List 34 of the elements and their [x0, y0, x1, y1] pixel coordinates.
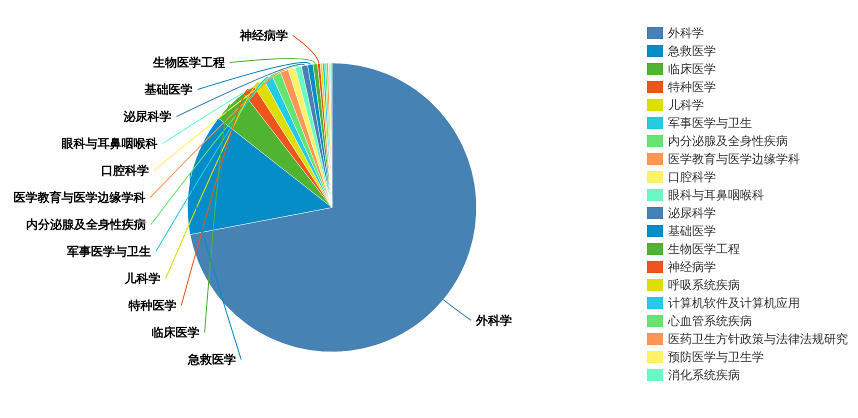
legend-label: 内分泌腺及全身性疾病: [668, 134, 788, 148]
legend-label: 基础医学: [668, 224, 716, 238]
legend-label: 预防医学与卫生学: [668, 350, 764, 364]
slice-label: 泌尿科学: [122, 110, 172, 124]
legend-label: 消化系统疾病: [668, 368, 740, 382]
slice-label: 生物医学工程: [152, 56, 225, 70]
slice-label: 儿科学: [124, 272, 161, 286]
legend-label: 医药卫生方针政策与法律法规研究: [668, 332, 848, 346]
legend-label: 生物医学工程: [668, 242, 740, 256]
legend-label: 神经病学: [668, 260, 716, 274]
legend-label: 儿科学: [668, 98, 704, 112]
legend-label: 急救医学: [667, 44, 716, 58]
slice-label: 神经病学: [238, 28, 288, 42]
slice-label: 外科学: [475, 313, 512, 328]
slice-label: 医学教育与医学边缘学科: [13, 190, 146, 204]
slice-label: 军事医学与卫生: [66, 244, 151, 258]
slice-label: 眼科与耳鼻咽喉科: [62, 136, 158, 150]
legend-label: 医学教育与医学边缘学科: [668, 152, 800, 166]
slice-label: 急救医学: [187, 352, 236, 366]
legend-label: 泌尿科学: [668, 206, 716, 220]
legend-label: 临床医学: [668, 62, 716, 76]
legend-label: 心血管系统疾病: [667, 314, 752, 328]
legend-label: 军事医学与卫生: [668, 116, 752, 130]
slice-label: 内分泌腺及全身性疾病: [26, 218, 146, 232]
legend-label: 特种医学: [668, 80, 716, 94]
legend-label: 呼吸系统疾病: [668, 278, 740, 292]
legend-label: 外科学: [668, 26, 704, 40]
slice-label: 临床医学: [152, 326, 200, 340]
legend-label: 眼科与耳鼻咽喉科: [668, 188, 764, 202]
legend-label: 计算机软件及计算机应用: [668, 296, 800, 310]
legend-label: 口腔科学: [668, 170, 716, 184]
slice-label: 基础医学: [144, 82, 193, 96]
slice-label: 口腔科学: [101, 164, 150, 178]
slice-label: 特种医学: [127, 298, 176, 312]
